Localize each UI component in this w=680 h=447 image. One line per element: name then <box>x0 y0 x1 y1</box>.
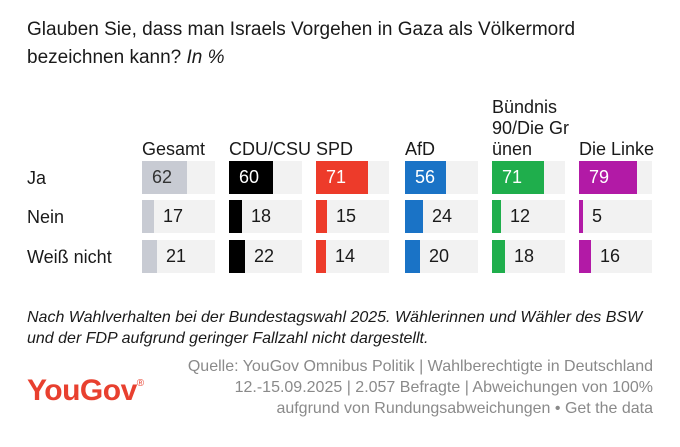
column-header-die-linke: Die Linke <box>579 90 659 160</box>
bar-die-linke-ja <box>579 161 637 194</box>
column-header-label: Gesamt <box>142 139 206 159</box>
column-header-gesamt: Gesamt <box>142 90 222 160</box>
bar-die-linke-weiß-nicht <box>579 240 591 273</box>
chart-title: Glauben Sie, dass man Israels Vorgehen i… <box>27 16 667 72</box>
bar-cdu-csu-nein <box>229 200 242 233</box>
table-cell: 56 <box>405 161 478 194</box>
column-header-afd: AfD <box>405 90 485 160</box>
value-label: 79 <box>589 167 610 187</box>
bar-cdu-csu-ja <box>229 161 273 194</box>
yougov-logo: YouGov® <box>27 374 144 408</box>
bar-gesamt-weiß-nicht <box>142 240 157 273</box>
bar-spd-weiß-nicht <box>316 240 326 273</box>
bar-afd-ja <box>405 161 446 194</box>
row-label-weiß-nicht: Weiß nicht <box>27 247 112 267</box>
value-label: 12 <box>510 206 531 226</box>
table-cell: 24 <box>405 200 478 233</box>
bar-die-linke-nein <box>579 200 583 233</box>
value-label: 18 <box>251 206 272 226</box>
value-label: 17 <box>163 206 184 226</box>
column-header-cdu-csu: CDU/CSU <box>229 90 311 160</box>
value-label: 16 <box>600 246 621 266</box>
table-cell: 12 <box>492 200 565 233</box>
value-label: 71 <box>502 167 523 187</box>
table-cell: 14 <box>316 240 389 273</box>
bar-gesamt-nein <box>142 200 154 233</box>
table-cell: 79 <box>579 161 652 194</box>
value-label: 14 <box>335 246 356 266</box>
bar-gesamt-ja <box>142 161 187 194</box>
column-header-label: Bündnis 90/Die Grünen <box>492 97 570 159</box>
bar-afd-weiß-nicht <box>405 240 420 273</box>
bar-bündnis-90-die-grünen-ja <box>492 161 544 194</box>
logo-registered-mark: ® <box>136 378 144 389</box>
value-label: 5 <box>592 206 603 226</box>
column-header-bündnis-90-die-grünen: Bündnis 90/Die Grünen <box>492 90 572 160</box>
table-cell: 71 <box>316 161 389 194</box>
table-cell: 16 <box>579 240 652 273</box>
bar-bündnis-90-die-grünen-nein <box>492 200 501 233</box>
row-label-ja: Ja <box>27 168 47 188</box>
bar-spd-ja <box>316 161 368 194</box>
table-cell: 60 <box>229 161 302 194</box>
table-cell: 18 <box>229 200 302 233</box>
value-label: 15 <box>336 206 357 226</box>
table-cell: 71 <box>492 161 565 194</box>
value-label: 71 <box>326 167 347 187</box>
table-cell: 62 <box>142 161 215 194</box>
bar-spd-nein <box>316 200 327 233</box>
get-the-data-link[interactable]: Get the data <box>564 400 653 417</box>
bar-afd-nein <box>405 200 423 233</box>
column-header-label: AfD <box>405 139 436 159</box>
column-header-label: SPD <box>316 139 354 159</box>
column-header-label: Die Linke <box>579 139 655 159</box>
logo-text: YouGov <box>27 374 137 407</box>
value-label: 24 <box>432 206 453 226</box>
table-cell: 5 <box>579 200 652 233</box>
source-text: Quelle: YouGov Omnibus Politik | Wahlber… <box>187 358 653 417</box>
value-label: 22 <box>254 246 275 266</box>
column-header-spd: SPD <box>316 90 396 160</box>
title-text: Glauben Sie, dass man Israels Vorgehen i… <box>27 19 576 68</box>
value-label: 20 <box>429 246 450 266</box>
source-note: Quelle: YouGov Omnibus Politik | Wahlber… <box>183 356 653 419</box>
bar-bündnis-90-die-grünen-weiß-nicht <box>492 240 505 273</box>
table-cell: 18 <box>492 240 565 273</box>
value-label: 18 <box>514 246 535 266</box>
column-header-label: CDU/CSU <box>229 139 312 159</box>
value-label: 21 <box>166 246 187 266</box>
bar-cdu-csu-weiß-nicht <box>229 240 245 273</box>
row-label-nein: Nein <box>27 207 65 227</box>
footnote: Nach Wahlverhalten bei der Bundestagswah… <box>27 309 643 347</box>
table-cell: 20 <box>405 240 478 273</box>
value-label: 60 <box>239 167 260 187</box>
table-cell: 17 <box>142 200 215 233</box>
table-cell: 22 <box>229 240 302 273</box>
value-label: 62 <box>152 167 173 187</box>
table-cell: 15 <box>316 200 389 233</box>
value-label: 56 <box>415 167 436 187</box>
title-unit: In % <box>186 47 225 68</box>
table-cell: 21 <box>142 240 215 273</box>
